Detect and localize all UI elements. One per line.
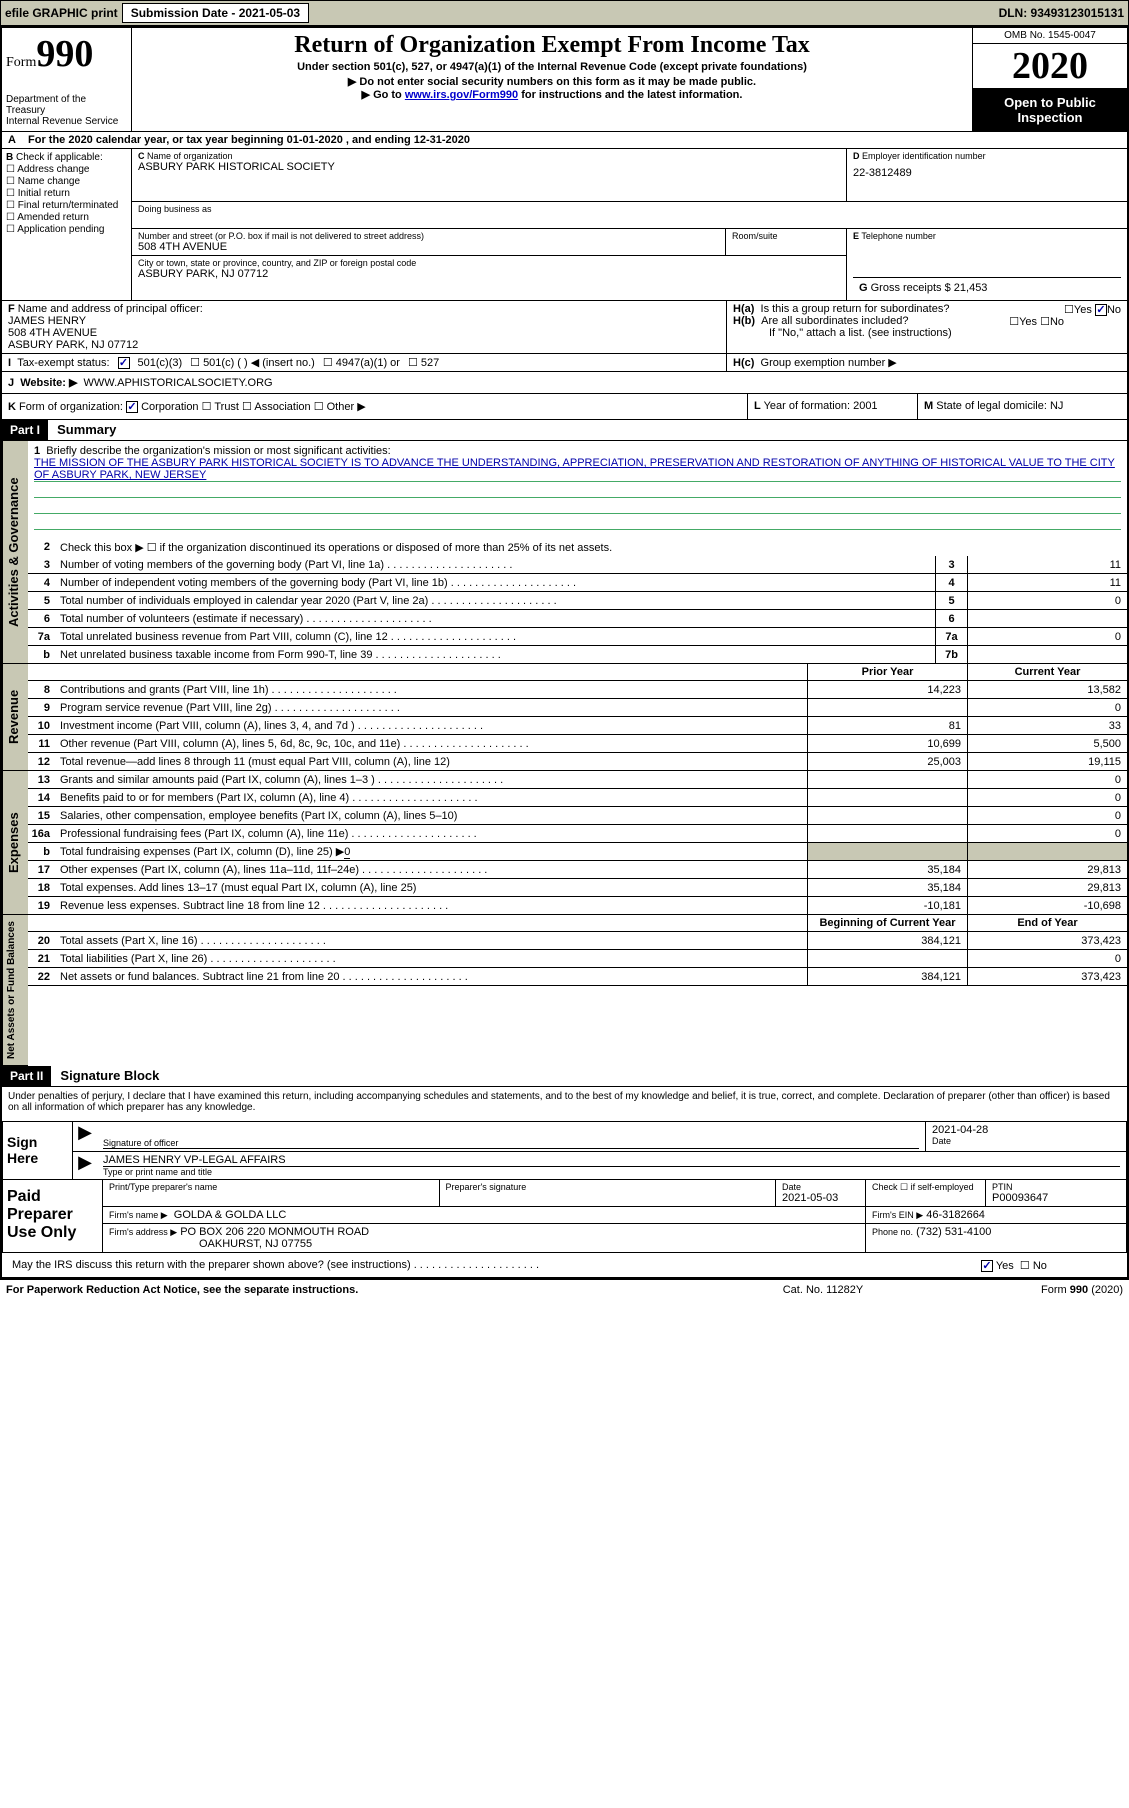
section-f-h: F Name and address of principal officer:…: [2, 301, 1127, 354]
form-org-row: K Form of organization: Corporation ☐ Tr…: [2, 394, 1127, 420]
inspection-badge: Open to Public Inspection: [973, 89, 1127, 131]
street-address: 508 4TH AVENUE: [138, 241, 719, 253]
tax-year: 2020: [973, 44, 1127, 89]
part-2-header: Part II: [2, 1066, 51, 1086]
ein-value: 22-3812489: [853, 167, 1121, 179]
line-a: AFor the 2020 calendar year, or tax year…: [2, 132, 1127, 149]
instructions-link[interactable]: www.irs.gov/Form990: [405, 89, 518, 101]
gross-receipts: 21,453: [954, 282, 988, 294]
vtab-expenses: Expenses: [2, 771, 28, 915]
paid-preparer-block: Paid Preparer Use Only Print/Type prepar…: [2, 1180, 1127, 1253]
subtitle-1: Under section 501(c), 527, or 4947(a)(1)…: [140, 61, 964, 73]
section-b-g: B Check if applicable: ☐ Address change …: [2, 149, 1127, 301]
vtab-netassets: Net Assets or Fund Balances: [2, 915, 28, 1066]
subtitle-2: ▶ Do not enter social security numbers o…: [140, 75, 964, 88]
page-footer: For Paperwork Reduction Act Notice, see …: [0, 1280, 1129, 1300]
part-1-header: Part I: [2, 420, 48, 440]
website-row: J Website: ▶ WWW.APHISTORICALSOCIETY.ORG: [2, 372, 1127, 394]
vtab-activities: Activities & Governance: [2, 441, 28, 664]
dln-label: DLN: 93493123015131: [999, 6, 1124, 20]
dept-label: Department of the Treasury Internal Reve…: [6, 94, 127, 127]
firm-name: GOLDA & GOLDA LLC: [174, 1209, 287, 1221]
efile-label[interactable]: efile GRAPHIC print: [5, 6, 118, 20]
org-name: ASBURY PARK HISTORICAL SOCIETY: [138, 161, 840, 173]
officer-name: JAMES HENRY: [8, 315, 720, 327]
submission-date-box: Submission Date - 2021-05-03: [122, 3, 309, 23]
penalty-text: Under penalties of perjury, I declare th…: [2, 1087, 1127, 1117]
501c3-checkbox[interactable]: [118, 357, 130, 369]
mission-text: THE MISSION OF THE ASBURY PARK HISTORICA…: [34, 457, 1121, 482]
form-990-label: Form990: [6, 32, 127, 76]
form-header: Form990 Department of the Treasury Inter…: [2, 28, 1127, 132]
sign-here-block: Sign Here ▶ Signature of officer 2021-04…: [2, 1121, 1127, 1180]
form-title: Return of Organization Exempt From Incom…: [140, 32, 964, 59]
top-bar: efile GRAPHIC print Submission Date - 20…: [0, 0, 1129, 26]
subtitle-3: ▶ Go to www.irs.gov/Form990 for instruct…: [140, 88, 964, 101]
website-url: WWW.APHISTORICALSOCIETY.ORG: [84, 377, 273, 389]
omb-number: OMB No. 1545-0047: [973, 28, 1127, 44]
officer-signature-name: JAMES HENRY VP-LEGAL AFFAIRS: [103, 1154, 1120, 1167]
city-address: ASBURY PARK, NJ 07712: [138, 268, 840, 280]
vtab-revenue: Revenue: [2, 664, 28, 771]
